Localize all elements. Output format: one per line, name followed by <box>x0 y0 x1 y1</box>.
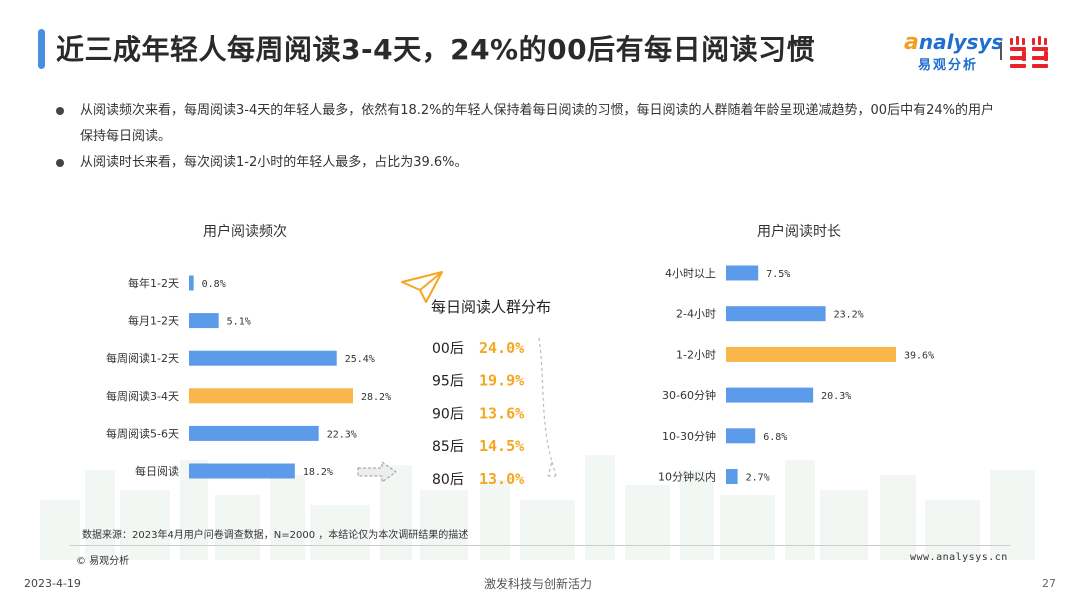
bullet-text: 从阅读频次来看，每周阅读3-4天的年轻人最多，依然有18.2%的年轻人保持着每日… <box>80 103 994 144</box>
category-label: 1-2小时 <box>676 348 716 361</box>
value-label: 28.2% <box>361 392 391 403</box>
bar <box>726 306 826 322</box>
right-arrow-icon <box>357 461 397 483</box>
footer-slogan: 激发科技与创新活力 <box>484 577 593 591</box>
logo-divider <box>1000 42 1002 60</box>
dangdang-logo <box>1010 36 1048 68</box>
generation-value: 13.6% <box>479 404 524 422</box>
generation-label: 95后 <box>432 374 464 390</box>
category-label: 30-60分钟 <box>662 388 716 402</box>
title-accent-bar <box>38 29 45 69</box>
footer-date: 2023-4-19 <box>24 577 81 590</box>
bar <box>726 387 814 403</box>
duration-chart-title: 用户阅读时长 <box>757 223 841 240</box>
summary-bullets: 从阅读频次来看，每周阅读3-4天的年轻人最多，依然有18.2%的年轻人保持着每日… <box>56 98 996 176</box>
generation-label: 85后 <box>432 439 464 455</box>
value-label: 39.6% <box>904 350 934 361</box>
value-label: 0.8% <box>202 279 226 290</box>
value-label: 23.2% <box>834 310 864 321</box>
generation-value: 14.5% <box>479 437 524 455</box>
bar <box>189 275 194 291</box>
category-label: 每月1-2天 <box>128 314 179 328</box>
page-title: 近三成年轻人每周阅读3-4天，24%的00后有每日阅读习惯 <box>56 33 816 66</box>
bullet-text: 从阅读时长来看，每次阅读1-2小时的年轻人最多，占比为39.6%。 <box>80 155 468 170</box>
category-label: 每年1-2天 <box>128 276 179 290</box>
category-label: 4小时以上 <box>665 267 716 280</box>
value-label: 25.4% <box>345 354 375 365</box>
generation-label: 90后 <box>432 406 464 422</box>
trend-down-arrow-icon <box>538 337 557 477</box>
category-label: 每周阅读3-4天 <box>106 389 179 403</box>
value-label: 20.3% <box>821 391 851 402</box>
footer-copyright: © 易观分析 <box>76 556 130 567</box>
bullet-frequency: 从阅读频次来看，每周阅读3-4天的年轻人最多，依然有18.2%的年轻人保持着每日… <box>56 98 996 150</box>
bar <box>189 350 337 366</box>
value-label: 5.1% <box>227 317 251 328</box>
generation-value: 19.9% <box>479 372 524 390</box>
brand-logos: analysys 易观分析 <box>896 30 1048 74</box>
generation-value: 13.0% <box>479 470 524 488</box>
bar <box>189 388 353 404</box>
analysys-logo-text: nalysys <box>918 30 1004 54</box>
bar <box>726 265 759 281</box>
value-label: 18.2% <box>303 467 333 478</box>
analysys-logo-cn: 易观分析 <box>918 58 979 73</box>
value-label: 6.8% <box>763 432 787 443</box>
footer-url-link[interactable]: www.analysys.cn <box>910 552 1008 563</box>
generation-label: 80后 <box>432 472 464 488</box>
page-number: 27 <box>1042 577 1056 590</box>
category-label: 每周阅读1-2天 <box>106 351 179 365</box>
bar <box>726 428 756 444</box>
footer-divider <box>70 545 1010 546</box>
bar <box>189 463 295 479</box>
value-label: 7.5% <box>766 269 790 280</box>
category-label: 2-4小时 <box>676 308 716 321</box>
frequency-chart-title: 用户阅读频次 <box>203 223 287 240</box>
data-source-note: 数据来源：2023年4月用户问卷调查数据，N=2000 ，本结论仅为本次调研结果… <box>82 530 469 541</box>
value-label: 2.7% <box>746 473 770 484</box>
bar <box>726 346 896 362</box>
frequency-chart: 每年1-2天 0.8% 每月1-2天 5.1% 每周阅读1-2天 25.4% 每周阅读3-4… <box>106 275 391 479</box>
bullet-dot-icon <box>56 107 64 115</box>
bar <box>726 469 738 484</box>
duration-chart: 4小时以上 7.5% 2-4小时 23.2% 1-2小时 39.6% 30-60分钟 20.3… <box>658 265 934 484</box>
category-label: 每日阅读 <box>135 464 179 478</box>
bullet-duration: 从阅读时长来看，每次阅读1-2小时的年轻人最多，占比为39.6%。 <box>56 150 996 176</box>
distribution-title: 每日阅读人群分布 <box>431 298 551 316</box>
bar <box>189 425 319 441</box>
distribution-table: 00后 24.0% 95后 19.9% 90后 13.6% 85后 14.5% 80后 13.0% <box>432 339 524 488</box>
bar <box>189 313 219 329</box>
generation-value: 24.0% <box>479 339 524 357</box>
category-label: 每周阅读5-6天 <box>106 426 179 440</box>
value-label: 22.3% <box>327 429 357 440</box>
paper-plane-icon <box>401 271 443 303</box>
category-label: 10分钟以内 <box>658 470 716 484</box>
category-label: 10-30分钟 <box>662 429 716 443</box>
generation-label: 00后 <box>432 341 464 357</box>
bullet-dot-icon <box>56 159 64 167</box>
analysys-logo: analysys <box>904 30 1004 55</box>
